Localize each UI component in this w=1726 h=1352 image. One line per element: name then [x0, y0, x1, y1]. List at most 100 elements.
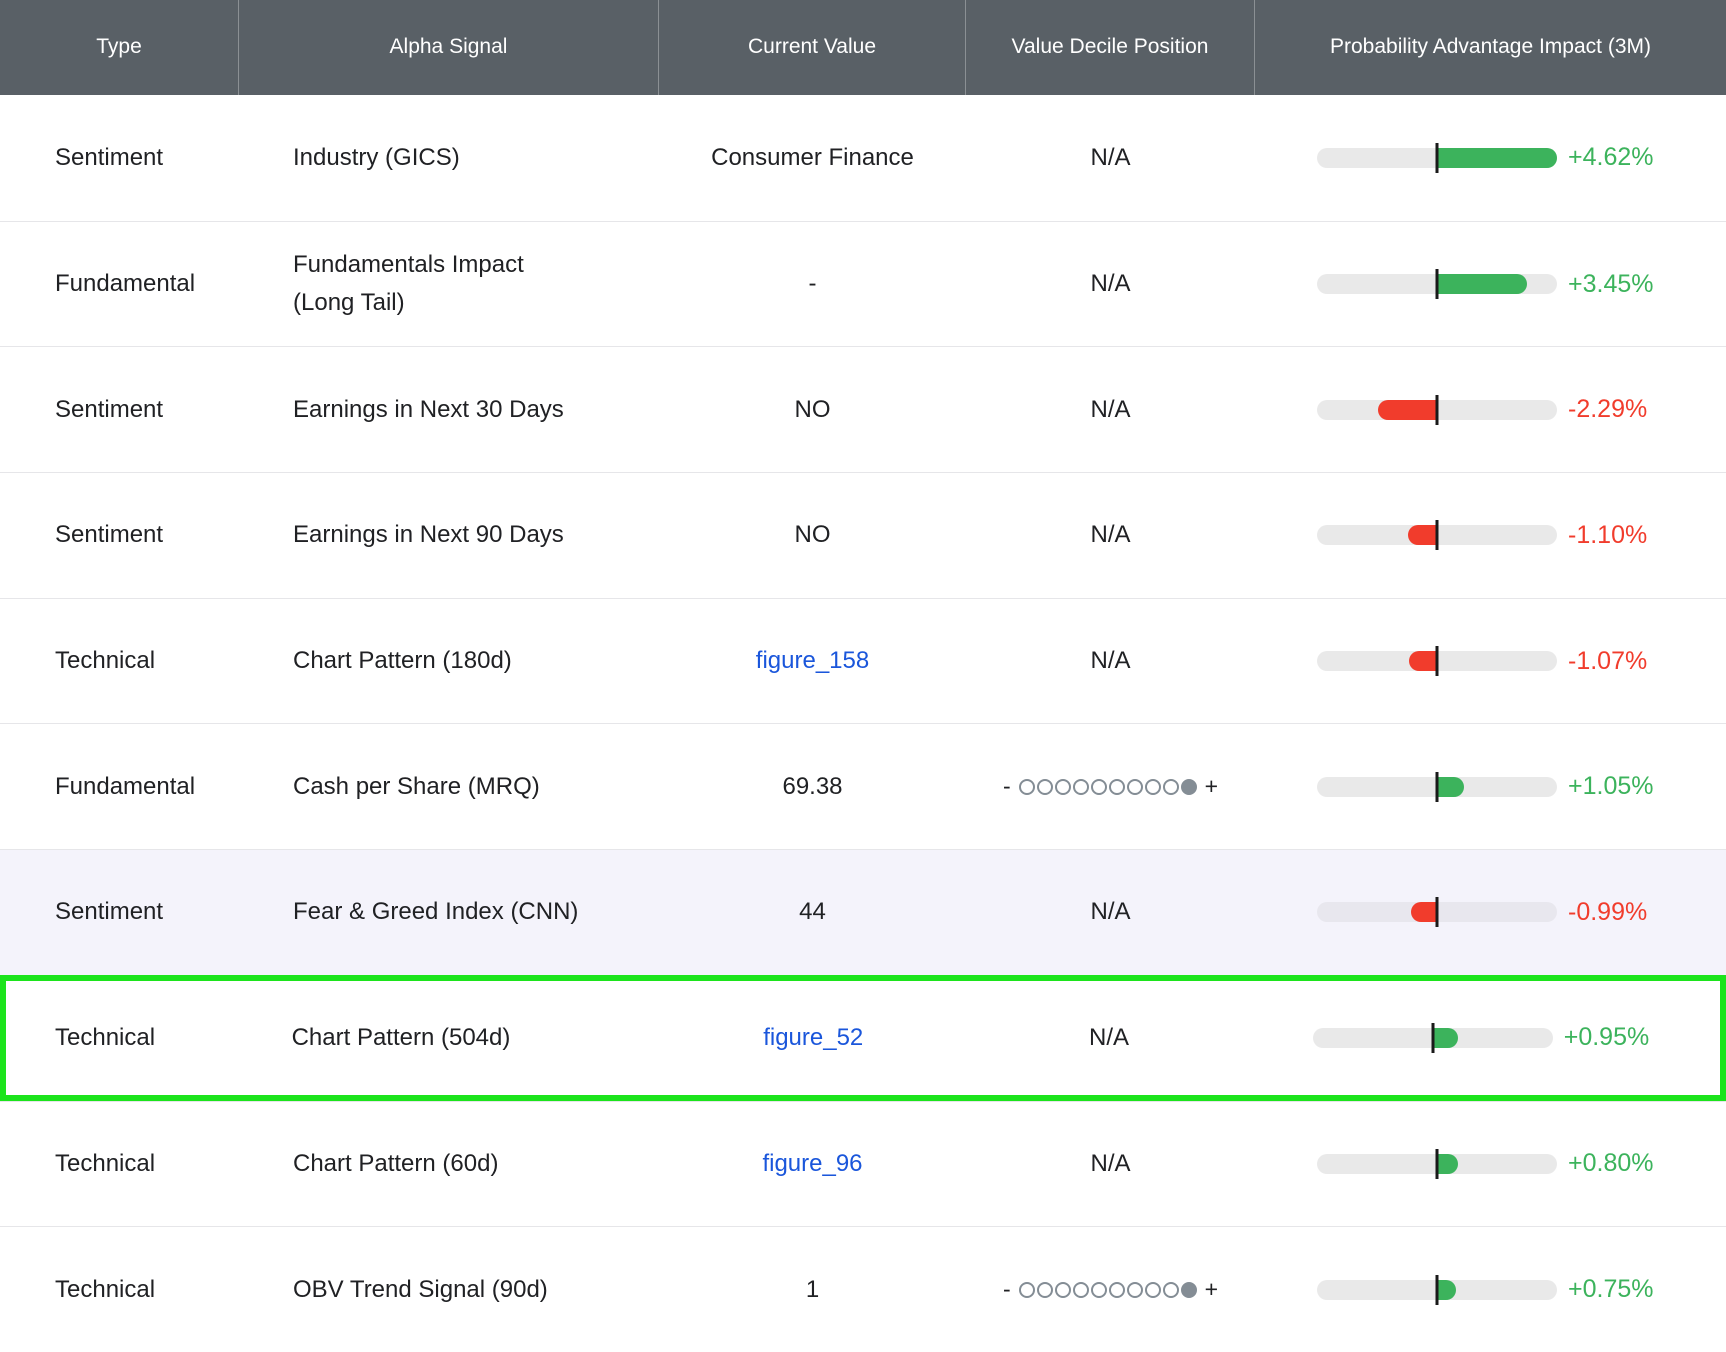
alpha-signal-cell: Fear & Greed Index (CNN): [239, 893, 659, 931]
type-cell: Sentiment: [55, 898, 164, 926]
alpha-signal-cell: Fundamentals Impact (Long Tail): [239, 246, 659, 322]
table-header: Type Alpha Signal Current Value Value De…: [0, 0, 1726, 95]
table-row[interactable]: Technical OBV Trend Signal (90d) 1 - + +0…: [0, 1226, 1726, 1352]
current-value-cell: -: [808, 270, 817, 298]
impact-bar-fill: [1411, 902, 1437, 923]
alpha-signal-line: Chart Pattern (60d): [293, 1149, 499, 1177]
impact-value: +1.05%: [1568, 772, 1654, 801]
table-body: Sentiment Industry (GICS) Consumer Finan…: [0, 95, 1726, 1352]
table-row[interactable]: Fundamental Cash per Share (MRQ) 69.38 -…: [0, 723, 1726, 850]
type-cell: Sentiment: [55, 143, 164, 171]
alpha-signal-cell: Cash per Share (MRQ): [239, 768, 659, 806]
decile-dot: [1108, 778, 1125, 795]
table-row[interactable]: Technical Chart Pattern (504d) figure_52…: [0, 974, 1726, 1101]
decile-na-label: N/A: [1090, 395, 1131, 423]
table-row[interactable]: Technical Chart Pattern (60d) figure_96 …: [0, 1100, 1726, 1227]
table-row[interactable]: Sentiment Fear & Greed Index (CNN) 44 N/…: [0, 849, 1726, 975]
decile-dot: [1090, 778, 1107, 795]
alpha-signal-line: Industry (GICS): [293, 143, 460, 171]
impact-value: +0.80%: [1568, 1149, 1654, 1178]
decile-cell: N/A: [966, 647, 1255, 675]
type-cell: Sentiment: [55, 521, 164, 549]
figure-link[interactable]: figure_52: [763, 1023, 864, 1051]
impact-bar-track: [1312, 1022, 1553, 1053]
current-value-cell: figure_52: [661, 1024, 966, 1052]
impact-bar-fill: [1378, 399, 1437, 420]
impact-bar-fill: [1437, 1279, 1456, 1300]
type-cell: Sentiment: [55, 395, 164, 423]
alpha-signal-line: Chart Pattern (504d): [291, 1023, 511, 1051]
alpha-signal-line: Earnings in Next 90 Days: [293, 521, 564, 549]
column-header-value-decile-position: Value Decile Position: [966, 0, 1255, 95]
zero-tick-icon: [1435, 771, 1439, 802]
current-value-cell: figure_158: [659, 647, 966, 675]
decile-dot: [1144, 778, 1161, 795]
decile-minus-icon: -: [1002, 1276, 1011, 1303]
alpha-signal-cell: Earnings in Next 30 Days: [239, 391, 659, 429]
decile-cell: N/A: [966, 1150, 1255, 1178]
figure-link[interactable]: figure_96: [762, 1149, 863, 1177]
table-row[interactable]: Sentiment Industry (GICS) Consumer Finan…: [0, 95, 1726, 221]
alpha-signal-line: Chart Pattern (180d): [293, 647, 512, 675]
decile-cell: N/A: [966, 898, 1255, 926]
impact-value: +0.95%: [1563, 1023, 1650, 1052]
impact-cell: +0.80%: [1255, 1148, 1726, 1179]
zero-tick-icon: [1435, 142, 1439, 173]
impact-bar-fill: [1437, 274, 1527, 295]
figure-link[interactable]: figure_158: [755, 647, 870, 675]
decile-cell: N/A: [966, 144, 1255, 172]
alpha-signal-line: Earnings in Next 30 Days: [293, 395, 564, 423]
current-value-cell: Consumer Finance: [711, 143, 914, 171]
alpha-signal-line: Fear & Greed Index (CNN): [293, 898, 579, 926]
current-value-cell: NO: [794, 521, 831, 549]
decile-na-label: N/A: [1089, 1023, 1130, 1051]
decile-plus-icon: +: [1204, 773, 1219, 800]
type-cell: Technical: [55, 1149, 156, 1177]
impact-bar-fill: [1437, 147, 1557, 168]
alpha-signal-cell: Earnings in Next 90 Days: [239, 516, 659, 554]
impact-cell: +4.62%: [1255, 142, 1726, 173]
impact-value: -1.10%: [1568, 520, 1648, 549]
column-header-current-value: Current Value: [659, 0, 966, 95]
decile-dot: [1126, 1281, 1143, 1298]
impact-bar-fill: [1408, 525, 1437, 546]
table-row[interactable]: Sentiment Earnings in Next 30 Days NO N/…: [0, 346, 1726, 473]
zero-tick-icon: [1435, 897, 1439, 928]
alpha-signal-cell: Chart Pattern (504d): [244, 1019, 661, 1057]
table-row[interactable]: Fundamental Fundamentals Impact (Long Tai…: [0, 220, 1726, 347]
decile-na-label: N/A: [1090, 270, 1131, 298]
decile-dot: [1126, 778, 1143, 795]
zero-tick-icon: [1435, 269, 1439, 300]
decile-dot: [1162, 778, 1179, 795]
alpha-signal-line: Fundamentals Impact: [293, 251, 524, 279]
decile-cell: N/A: [966, 521, 1255, 549]
table-row[interactable]: Sentiment Earnings in Next 90 Days NO N/…: [0, 472, 1726, 598]
column-header-probability-advantage-impact: Probability Advantage Impact (3M): [1330, 35, 1651, 59]
table-row[interactable]: Technical Chart Pattern (180d) figure_15…: [0, 597, 1726, 724]
impact-bar-fill: [1409, 651, 1437, 672]
decile-dot: [1144, 1281, 1161, 1298]
impact-bar-track: [1317, 1274, 1557, 1305]
impact-cell: +1.05%: [1255, 771, 1726, 802]
zero-tick-icon: [1435, 1148, 1439, 1179]
decile-cell: N/A: [966, 396, 1255, 424]
impact-cell: -2.29%: [1255, 394, 1726, 425]
column-header-type: Type: [0, 0, 239, 95]
impact-cell: +3.45%: [1255, 269, 1726, 300]
impact-bar-track: [1317, 646, 1557, 677]
decile-na-label: N/A: [1090, 647, 1131, 675]
decile-dot: [1072, 1281, 1089, 1298]
decile-dot: [1018, 1281, 1035, 1298]
column-header-alpha-signal: Alpha Signal: [239, 0, 659, 95]
impact-bar-track: [1317, 771, 1557, 802]
impact-cell: -0.99%: [1255, 897, 1726, 928]
impact-cell: +0.95%: [1252, 1022, 1720, 1053]
decile-cell: N/A: [966, 1024, 1253, 1052]
alpha-signal-line: Cash per Share (MRQ): [293, 772, 540, 800]
zero-tick-icon: [1435, 394, 1439, 425]
impact-bar-track: [1317, 269, 1557, 300]
decile-na-label: N/A: [1090, 521, 1131, 549]
current-value-cell: figure_96: [659, 1150, 966, 1178]
zero-tick-icon: [1435, 520, 1439, 551]
impact-value: +3.45%: [1568, 269, 1654, 298]
